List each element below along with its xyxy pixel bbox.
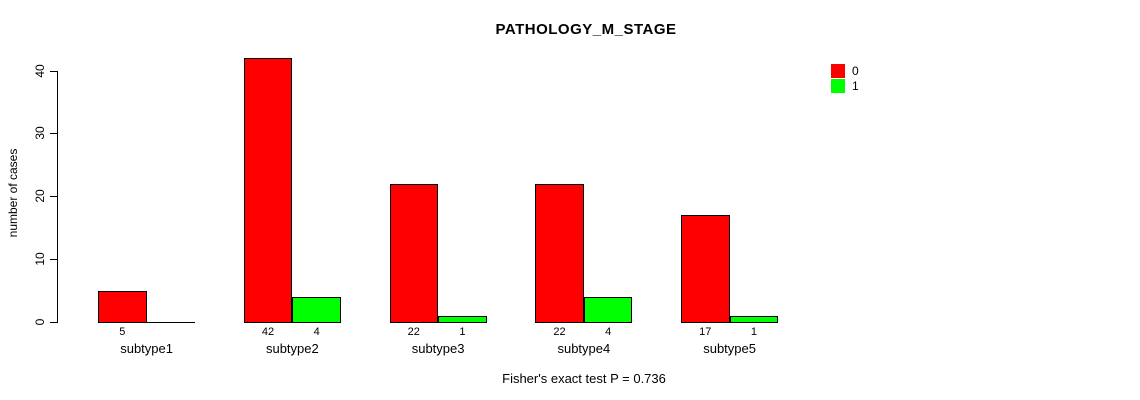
category-label-subtype5: subtype5: [703, 341, 756, 356]
y-axis-label: number of cases: [6, 148, 20, 238]
caption-fishers-test: Fisher's exact test P = 0.736: [502, 371, 666, 386]
y-tick-label: 0: [33, 318, 47, 326]
bar-value-label: 1: [459, 326, 466, 338]
bar-value-label: 22: [553, 326, 566, 338]
chart-title: PATHOLOGY_M_STAGE: [495, 21, 677, 38]
bar-subtype2-series0: [243, 58, 293, 323]
y-tick: [50, 196, 57, 198]
category-label-subtype3: subtype3: [411, 341, 465, 356]
bar-subtype4-series0: [535, 183, 584, 323]
y-tick: [50, 70, 57, 72]
y-tick: [50, 259, 57, 261]
bar-subtype5-series0: [681, 215, 730, 323]
y-tick-label: 10: [33, 252, 47, 266]
bar-value-label: 22: [407, 326, 420, 338]
y-axis-line: [57, 70, 58, 323]
bar-subtype3-series0: [389, 183, 439, 323]
y-tick-label: 30: [33, 126, 47, 141]
bar-value-label: 42: [261, 326, 275, 338]
legend-row: 1: [831, 78, 859, 93]
legend-row: 0: [831, 63, 859, 78]
category-label-subtype1: subtype1: [120, 341, 173, 356]
y-tick: [50, 322, 57, 323]
bar-subtype1-series0: [98, 290, 147, 323]
legend-label: 0: [852, 63, 859, 78]
legend-label: 1: [852, 78, 859, 93]
bar-value-label: 17: [699, 326, 712, 338]
y-tick-label: 40: [33, 63, 47, 78]
bar-subtype1-series1: [146, 322, 196, 323]
bar-value-label: 4: [313, 326, 320, 338]
bar-value-label: 1: [750, 326, 757, 338]
bar-subtype3-series1: [438, 315, 487, 323]
y-tick-label: 20: [33, 189, 47, 203]
bar-subtype5-series1: [729, 315, 779, 323]
bar-subtype4-series1: [583, 296, 633, 323]
legend-swatch-1: [831, 78, 845, 93]
bar-value-label: 4: [605, 326, 612, 338]
bar-value-label: 5: [119, 326, 126, 338]
category-label-subtype4: subtype4: [557, 341, 611, 356]
bar-subtype2-series1: [292, 296, 341, 323]
legend-swatch-0: [831, 63, 845, 78]
y-tick: [50, 133, 57, 135]
category-label-subtype2: subtype2: [265, 341, 319, 356]
